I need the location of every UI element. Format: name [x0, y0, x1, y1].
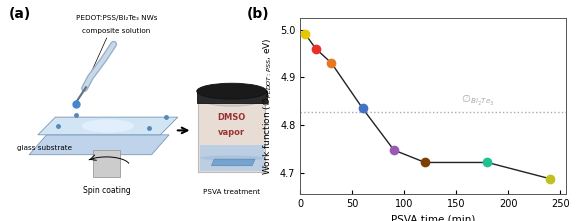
Polygon shape: [29, 135, 169, 155]
Bar: [199, 145, 264, 171]
Polygon shape: [38, 117, 178, 135]
Ellipse shape: [199, 155, 264, 161]
Text: Spin coating: Spin coating: [83, 186, 130, 194]
Text: PEDOT:PSS/Bi₂Te₃ NWs: PEDOT:PSS/Bi₂Te₃ NWs: [76, 15, 157, 21]
Polygon shape: [212, 159, 255, 166]
Ellipse shape: [82, 119, 134, 133]
Ellipse shape: [198, 88, 265, 106]
Polygon shape: [198, 97, 265, 172]
Text: vapor: vapor: [218, 128, 245, 137]
Text: (a): (a): [9, 7, 31, 21]
Bar: [93, 150, 120, 177]
Text: (b): (b): [247, 7, 270, 21]
Text: PSVA treatment: PSVA treatment: [203, 189, 260, 195]
Text: glass substrate: glass substrate: [17, 145, 73, 151]
Ellipse shape: [196, 83, 267, 99]
Text: $\it{\varnothing}_{Bi_2Te_3}$: $\it{\varnothing}_{Bi_2Te_3}$: [462, 93, 495, 109]
Text: composite solution: composite solution: [82, 28, 151, 34]
X-axis label: PSVA time (min): PSVA time (min): [391, 215, 475, 221]
Y-axis label: Work function ($\varnothing_{PEDOT:PSS}$, eV): Work function ($\varnothing_{PEDOT:PSS}$…: [262, 37, 275, 175]
Bar: [197, 91, 267, 103]
Text: DMSO: DMSO: [217, 113, 246, 122]
